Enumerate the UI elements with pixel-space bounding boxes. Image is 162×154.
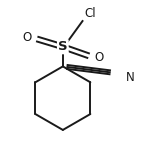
Text: O: O xyxy=(22,31,31,44)
Text: N: N xyxy=(126,71,135,83)
Text: S: S xyxy=(58,40,68,53)
Text: O: O xyxy=(94,51,104,64)
Text: Cl: Cl xyxy=(84,6,96,20)
